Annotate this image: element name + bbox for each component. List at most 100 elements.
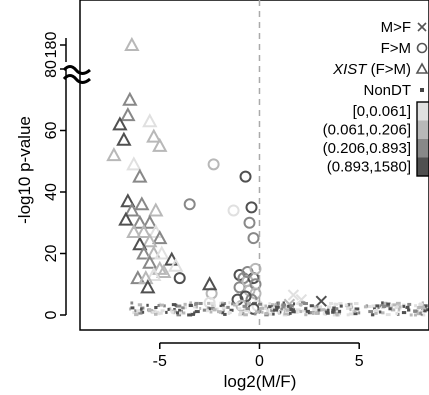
nondt-point: [325, 310, 330, 314]
xist-point: [136, 223, 152, 238]
nondt-point: [142, 310, 145, 314]
nondt-point: [168, 307, 172, 311]
f-gt-m-point: [245, 201, 258, 214]
shade-label: [0,0.061]: [353, 103, 411, 120]
nondt-point: [183, 302, 187, 306]
shade-swatch: [417, 157, 429, 176]
nondt-point: [264, 304, 268, 308]
nondt-point: [296, 301, 300, 305]
nondt-point: [397, 305, 402, 309]
nondt-point: [335, 313, 339, 317]
nondt-point: [181, 311, 186, 315]
nondt-point: [229, 308, 234, 312]
nondt-point: [267, 312, 273, 316]
legend-label: M>F: [381, 19, 411, 36]
nondt-point: [189, 301, 193, 305]
nondt-point: [176, 304, 182, 308]
nondt-point: [264, 311, 268, 315]
nondt-point: [424, 308, 429, 312]
nondt-point: [154, 312, 158, 316]
xist-point: [140, 279, 156, 294]
xist-point: [130, 270, 146, 285]
nondt-point: [419, 311, 422, 315]
nondt-point: [281, 308, 286, 312]
nondt-point: [223, 312, 227, 316]
nondt-point: [268, 302, 271, 306]
nondt-point: [247, 310, 251, 314]
nondt-point: [385, 313, 391, 317]
xist-point: [142, 233, 158, 248]
nondt-point: [132, 311, 135, 315]
f-gt-m-point: [249, 262, 262, 275]
nondt-point: [190, 312, 196, 316]
axis-break-mark: [62, 65, 91, 84]
nondt-point: [184, 306, 187, 310]
nondt-point: [199, 307, 202, 311]
nondt-point: [154, 305, 158, 309]
shade-scale-frame: [416, 101, 429, 177]
nondt-point: [335, 307, 338, 311]
xist-point: [168, 257, 184, 272]
legend-label-italic: XIST: [332, 61, 368, 78]
nondt-point: [243, 313, 248, 317]
nondt-point: [314, 311, 319, 315]
nondt-point: [160, 309, 165, 313]
nondt-point: [130, 301, 134, 305]
nondt-point: [421, 305, 425, 309]
nondt-point: [228, 301, 231, 305]
nondt-point: [237, 307, 242, 311]
nondt-point: [327, 305, 332, 309]
xist-point: [134, 196, 150, 211]
nondt-point: [407, 302, 412, 306]
nondt-point: [259, 306, 265, 310]
nondt-point: [333, 307, 337, 311]
nondt-point: [211, 306, 215, 310]
nondt-point: [290, 308, 296, 312]
legend-label: F>M: [381, 40, 411, 57]
nondt-point: [348, 312, 354, 316]
nondt-point: [227, 310, 232, 314]
nondt-point: [282, 301, 285, 305]
nondt-point: [277, 302, 280, 306]
f-gt-m-point: [243, 216, 256, 229]
nondt-point: [311, 311, 315, 315]
legend-circle-icon: [416, 42, 428, 54]
nondt-point: [163, 304, 166, 308]
nondt-point: [221, 303, 225, 307]
xist-point: [106, 147, 122, 162]
nondt-point: [257, 302, 263, 306]
nondt-point: [304, 313, 308, 317]
nondt-point: [195, 305, 198, 309]
nondt-point: [176, 313, 182, 317]
nondt-point: [205, 309, 209, 313]
nondt-point: [329, 301, 333, 305]
nondt-point: [159, 303, 164, 307]
xist-point: [132, 214, 148, 229]
nondt-point: [379, 304, 384, 308]
nondt-point: [175, 311, 181, 315]
nondt-point: [358, 311, 361, 315]
nondt-point: [334, 311, 337, 315]
xist-point: [146, 245, 162, 260]
xist-point: [112, 116, 128, 131]
nondt-point: [295, 308, 301, 312]
nondt-point: [244, 302, 248, 306]
nondt-point: [238, 313, 243, 317]
shade-label: (0.893,1580]: [327, 159, 411, 176]
nondt-point: [207, 306, 210, 310]
f-gt-m-point: [183, 198, 196, 211]
x-tick-label: 5: [355, 353, 364, 370]
nondt-point: [136, 309, 141, 313]
nondt-point: [270, 303, 275, 307]
f-gt-m-point: [247, 232, 260, 245]
nondt-point: [421, 301, 424, 305]
nondt-point: [331, 310, 335, 314]
nondt-point: [298, 303, 303, 307]
nondt-point: [405, 305, 410, 309]
nondt-point: [178, 311, 183, 315]
nondt-point: [231, 302, 235, 306]
nondt-point: [270, 308, 275, 312]
nondt-point: [178, 308, 181, 312]
nondt-point: [371, 304, 376, 308]
